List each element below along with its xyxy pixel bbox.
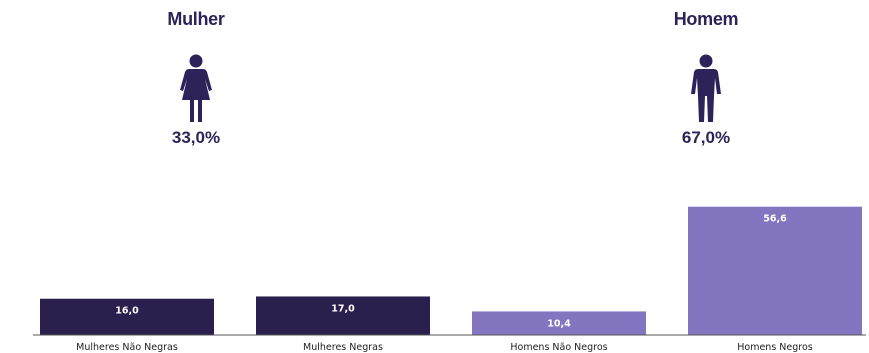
category-label-3: Homens Negros (737, 342, 813, 353)
group-percent-homem: 67,0% (681, 128, 731, 147)
bar-value-label-0: 16,0 (115, 306, 139, 317)
man-icon (691, 54, 721, 122)
woman-icon (180, 54, 212, 122)
category-label-1: Mulheres Negras (303, 342, 383, 353)
category-labels-layer: Mulheres Não Negras Mulheres Negras Homens… (76, 342, 813, 353)
category-label-2: Homens Não Negros (510, 342, 607, 353)
bar-0 (40, 298, 214, 335)
bar-3 (688, 206, 862, 335)
bar-value-label-3: 56,6 (763, 214, 787, 225)
group-title-mulher: Mulher (167, 9, 225, 29)
bar-value-label-1: 17,0 (331, 303, 355, 314)
group-title-homem: Homem (673, 9, 739, 29)
group-percent-mulher: 33,0% (171, 128, 221, 147)
bars-layer: 16,0 17,0 10,4 56,6 (40, 206, 862, 335)
category-label-0: Mulheres Não Negras (76, 342, 178, 353)
bar-1 (256, 296, 430, 335)
bar-2 (472, 311, 646, 335)
bar-value-label-2: 10,4 (547, 318, 571, 329)
